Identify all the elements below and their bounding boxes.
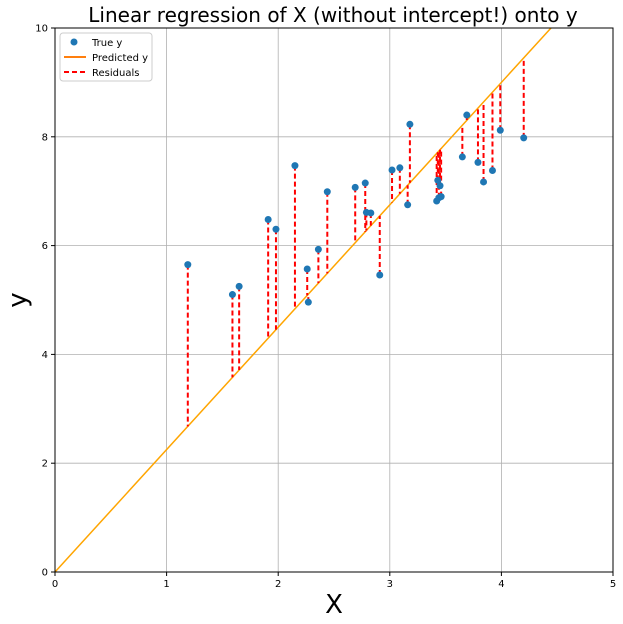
grid bbox=[54, 27, 614, 573]
x-tick-label: 2 bbox=[275, 579, 281, 590]
data-point bbox=[351, 183, 359, 191]
legend-true-y-label: True y bbox=[91, 38, 122, 49]
y-tick-label: 4 bbox=[42, 350, 48, 361]
data-point bbox=[228, 291, 236, 299]
data-point bbox=[458, 153, 466, 161]
data-point bbox=[396, 164, 404, 172]
data-point bbox=[404, 201, 412, 209]
data-point bbox=[272, 225, 280, 233]
data-point bbox=[496, 126, 504, 134]
data-point bbox=[434, 176, 442, 184]
y-tick-label: 10 bbox=[35, 24, 48, 35]
x-tick-label: 3 bbox=[387, 579, 393, 590]
x-tick-label: 1 bbox=[163, 579, 169, 590]
data-point bbox=[264, 215, 272, 223]
plot-frame bbox=[54, 27, 614, 573]
legend-box bbox=[59, 32, 153, 82]
data-point bbox=[474, 158, 482, 166]
regression-line bbox=[54, 27, 552, 573]
data-point bbox=[323, 188, 331, 196]
data-point bbox=[361, 179, 369, 187]
axis-ticks: 0 1 2 3 4 5 0 2 4 6 8 10 bbox=[35, 24, 616, 591]
data-point bbox=[406, 120, 414, 128]
x-tick-label: 0 bbox=[52, 579, 58, 590]
legend: True y Predicted y Residuals bbox=[59, 32, 153, 82]
data-point bbox=[520, 134, 528, 142]
data-point bbox=[303, 265, 311, 273]
data-point bbox=[291, 162, 299, 170]
points-layer bbox=[184, 111, 528, 306]
legend-predicted-y-label: Predicted y bbox=[92, 53, 148, 64]
x-tick-label: 5 bbox=[610, 579, 616, 590]
data-point bbox=[463, 111, 471, 119]
legend-true-y-marker bbox=[70, 38, 78, 46]
data-point bbox=[437, 193, 445, 201]
data-point bbox=[235, 282, 243, 290]
data-point bbox=[304, 298, 312, 306]
y-tick-label: 8 bbox=[42, 132, 48, 143]
y-tick-label: 6 bbox=[42, 241, 48, 252]
data-point bbox=[314, 245, 322, 253]
data-point bbox=[184, 261, 192, 269]
y-tick-label: 2 bbox=[42, 459, 48, 470]
data-point bbox=[480, 178, 488, 186]
y-tick-label: 0 bbox=[42, 568, 48, 579]
x-axis-label: X bbox=[325, 590, 343, 620]
data-point bbox=[367, 209, 375, 217]
regression-line-layer bbox=[54, 27, 552, 573]
x-tick-label: 4 bbox=[498, 579, 504, 590]
y-axis-label: y bbox=[3, 292, 33, 307]
data-point bbox=[376, 271, 384, 279]
data-point bbox=[436, 182, 444, 190]
data-point bbox=[388, 166, 396, 174]
data-point bbox=[488, 167, 496, 175]
legend-residuals-label: Residuals bbox=[92, 68, 139, 79]
chart-title: Linear regression of X (without intercep… bbox=[88, 3, 578, 27]
